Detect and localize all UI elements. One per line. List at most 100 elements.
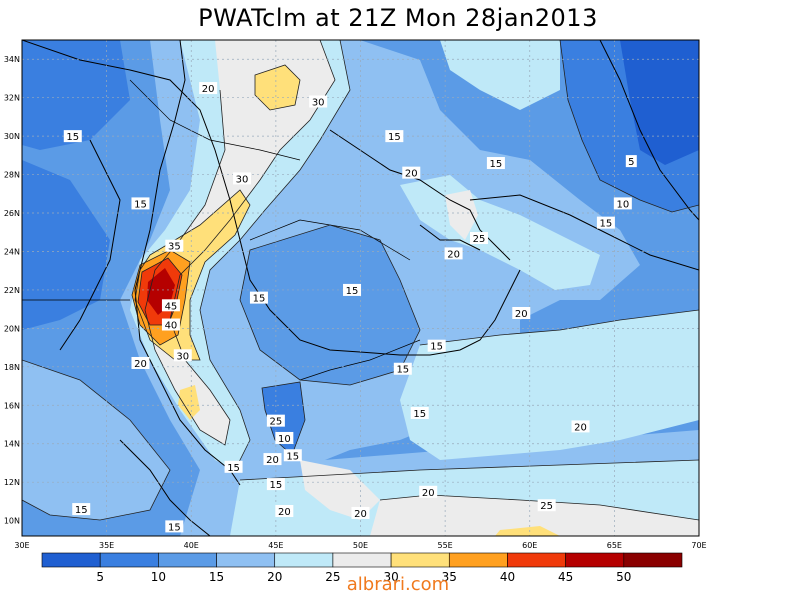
map-frame	[21, 39, 700, 537]
lat-label: 30N	[4, 132, 20, 141]
colorbar-swatch	[565, 552, 625, 568]
contour-label: 45	[161, 299, 180, 312]
contour-label-text: 5	[628, 157, 634, 168]
contour-label: 15	[224, 460, 243, 474]
contour-label: 30	[173, 349, 192, 362]
lon-label: 40E	[184, 541, 199, 550]
colorbar-tick-label: 15	[209, 570, 224, 584]
colorbar-swatch	[332, 552, 392, 568]
contour-label-text: 20	[202, 84, 215, 95]
colorbar-swatch	[158, 552, 217, 568]
lon-label: 70E	[691, 541, 706, 550]
contour-label-text: 40	[165, 321, 178, 332]
contour-label-text: 35	[168, 242, 181, 253]
contour-label-text: 25	[473, 234, 486, 245]
contour-label-text: 20	[354, 509, 367, 520]
lat-label: 28N	[4, 171, 20, 180]
colorbar-swatch	[623, 552, 683, 568]
contour-label: 20	[275, 505, 294, 518]
longitude-labels: 30E 35E 40E 45E 50E 55E 60E 65E 70E	[14, 541, 706, 550]
lon-label: 60E	[522, 541, 537, 550]
lat-label: 14N	[4, 440, 20, 449]
lon-label: 55E	[438, 541, 453, 550]
page-title: PWATclm at 21Z Mon 28jan2013	[198, 4, 598, 32]
band-35-40-north	[255, 65, 300, 110]
colorbar-tick-label: 50	[616, 570, 631, 584]
contour-label: 5	[625, 155, 637, 168]
band-30-35-s2	[300, 460, 380, 520]
contour-label: 25	[266, 414, 285, 428]
lon-label: 35E	[99, 541, 114, 550]
colorbar-tick-label: 45	[558, 570, 573, 584]
contour-label-text: 20	[515, 309, 528, 320]
contour-label: 20	[351, 506, 370, 520]
band-10-15-nw	[22, 40, 130, 150]
coastlines	[22, 40, 699, 536]
contour-label: 30	[233, 172, 252, 185]
contour-label-text: 15	[253, 294, 266, 305]
contour-label: 25	[469, 232, 488, 245]
contour-label: 15	[266, 478, 285, 491]
latitude-labels: 34N 32N 30N 28N 26N 24N 22N 20N 18N 16N 14N 12N 10N	[4, 55, 20, 525]
colorbar-swatch	[390, 552, 450, 568]
contour-label: 25	[537, 499, 556, 512]
contour-label-text: 30	[312, 98, 325, 109]
contour-label: 15	[131, 197, 150, 210]
contour-label-text: 20	[574, 422, 587, 433]
band-25-30-arabsea	[400, 310, 699, 460]
contour-label-text: 15	[490, 159, 503, 170]
colorbar-swatch	[274, 552, 334, 568]
contour-label-text: 20	[134, 359, 147, 370]
contour-label-text: 45	[165, 301, 178, 312]
contour-label: 40	[161, 318, 180, 332]
band-30-35-south	[370, 495, 699, 536]
lon-label: 50E	[353, 541, 368, 550]
contour-label-text: 15	[430, 342, 443, 353]
lat-label: 22N	[4, 286, 20, 295]
colorbar-tick-label: 40	[500, 570, 515, 584]
contour-label: 20	[199, 82, 218, 95]
band-30-35-hormuz	[445, 190, 478, 240]
contour-label: 15	[393, 362, 412, 376]
contour-label: 15	[486, 157, 505, 170]
watermark: albrari.com	[346, 574, 450, 595]
lon-label: 65E	[607, 541, 622, 550]
contour-label-text: 20	[447, 249, 460, 260]
colorbar: 5 10 15 20 25 30 35 40 45 50	[41, 552, 683, 584]
contour-label-text: 15	[600, 219, 613, 230]
contour-label-text: 15	[286, 451, 299, 462]
contour-label-text: 15	[346, 286, 359, 297]
band-15-20-arabia	[240, 225, 420, 385]
band-35-40-se	[495, 526, 560, 536]
lon-label: 30E	[14, 541, 29, 550]
contour-label: 15	[72, 503, 91, 516]
lat-label: 12N	[4, 478, 20, 487]
band-10-15-w	[22, 160, 110, 330]
contour-label: 20	[571, 420, 590, 433]
lat-label: 32N	[4, 94, 20, 103]
contour-label-text: 20	[422, 488, 435, 499]
lat-label: 20N	[4, 324, 20, 333]
lat-label: 16N	[4, 401, 20, 410]
contour-label: 15	[249, 291, 268, 305]
colorbar-tick-label: 35	[442, 570, 457, 584]
contour-label-text: 30	[236, 174, 249, 185]
contour-label-text: 15	[168, 522, 181, 533]
contour-label-text: 10	[616, 199, 629, 210]
contour-label: 15	[343, 283, 362, 297]
contour-label: 15	[385, 130, 404, 143]
contour-label: 15	[165, 520, 184, 533]
contour-label-text: 20	[278, 507, 291, 518]
colorbar-tick-label: 20	[267, 570, 282, 584]
colorbar-tick-label: 5	[96, 570, 104, 584]
lat-label: 34N	[4, 55, 20, 64]
contour-label-text: 25	[270, 417, 283, 428]
lat-label: 10N	[4, 517, 20, 526]
contour-label-text: 15	[66, 132, 79, 143]
band-5-10-ne	[620, 40, 699, 165]
colorbar-swatch	[216, 552, 276, 568]
contour-label: 15	[596, 216, 615, 230]
contour-label: 35	[165, 239, 184, 253]
colorbar-swatch	[41, 552, 101, 568]
